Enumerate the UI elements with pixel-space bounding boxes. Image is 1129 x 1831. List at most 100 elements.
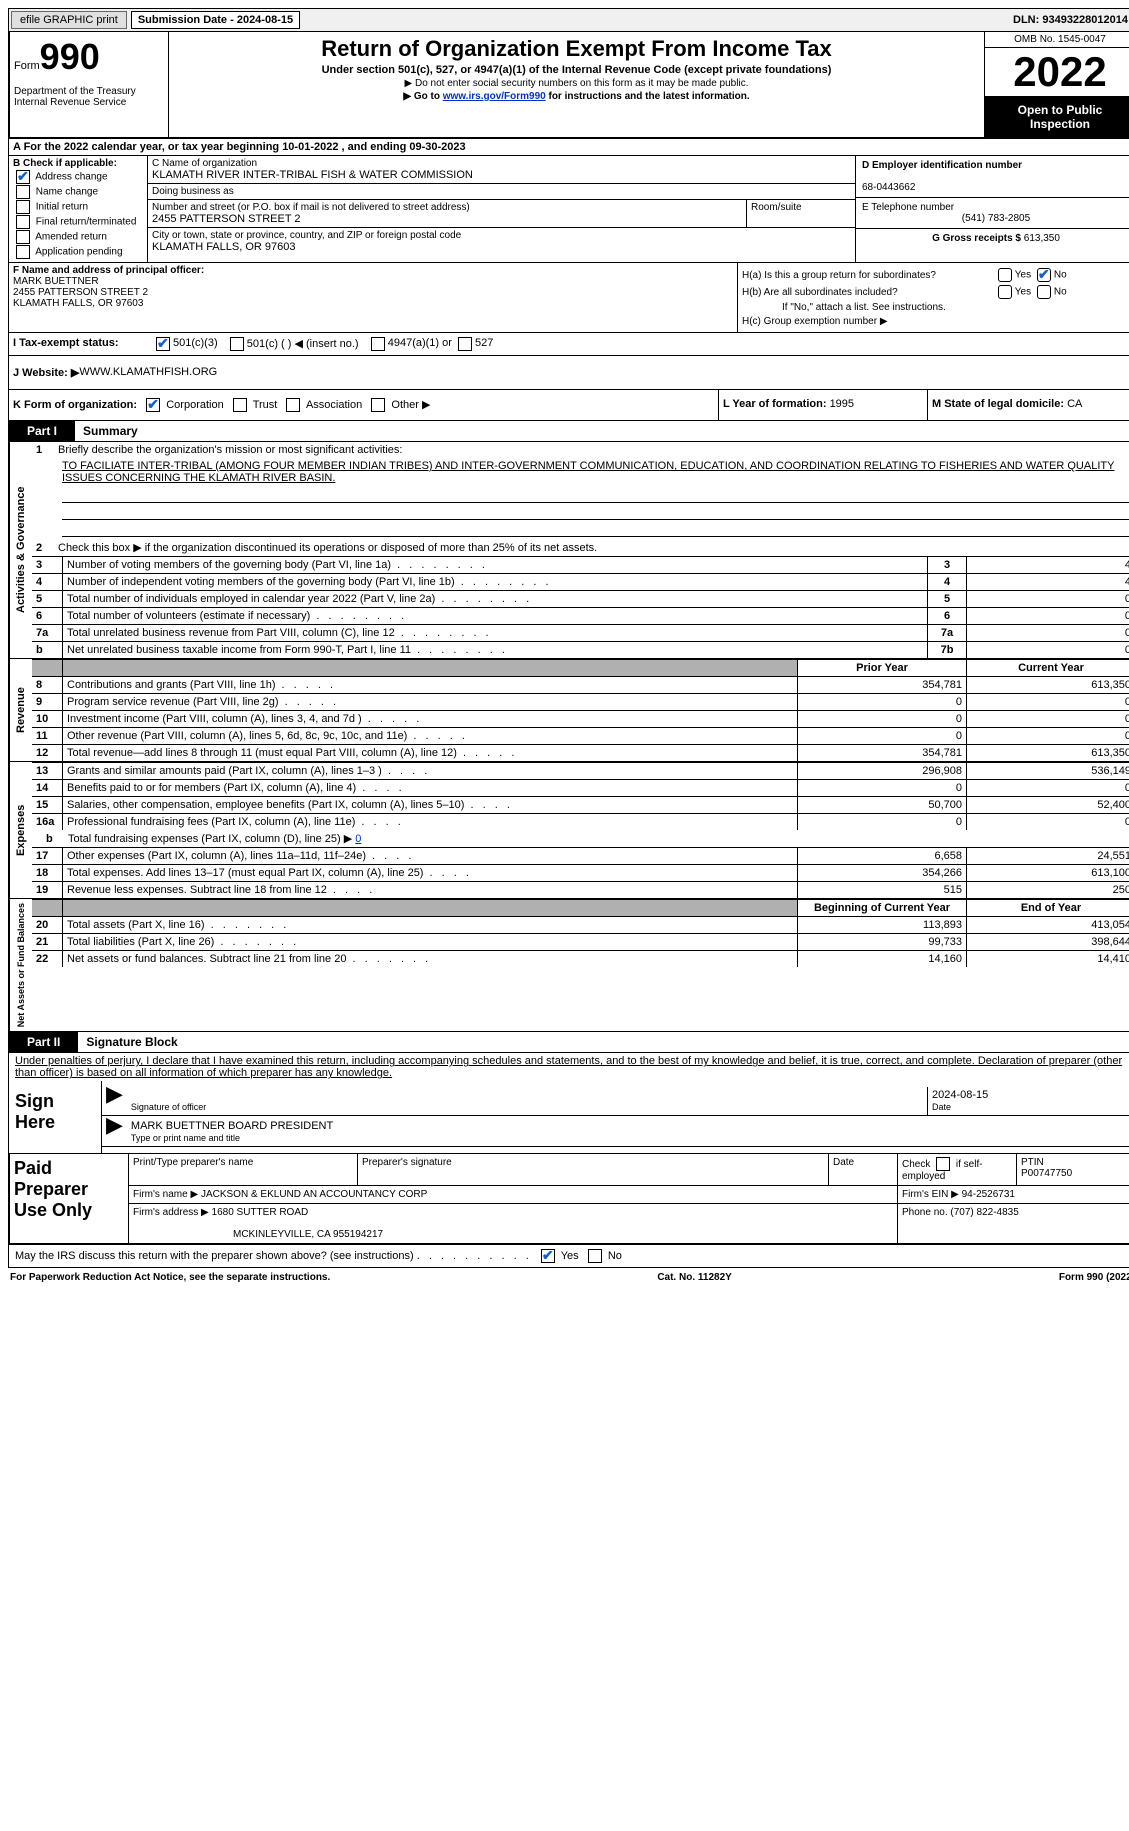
chk-501c[interactable] bbox=[230, 337, 244, 351]
irs-link[interactable]: www.irs.gov/Form990 bbox=[443, 91, 546, 102]
l-label: L Year of formation: bbox=[723, 398, 830, 410]
efile-print-button[interactable]: efile GRAPHIC print bbox=[11, 11, 127, 29]
top-bar: efile GRAPHIC print Submission Date - 20… bbox=[8, 8, 1129, 32]
prior-val: 354,781 bbox=[798, 745, 967, 762]
lbl-trust: Trust bbox=[253, 399, 278, 411]
line-num: b bbox=[32, 642, 63, 659]
blank-line bbox=[62, 505, 1129, 520]
sig-date: 2024-08-15 bbox=[932, 1089, 988, 1101]
blank-line bbox=[62, 488, 1129, 503]
chk-name-change[interactable] bbox=[16, 185, 30, 199]
vtab-exp: Expenses bbox=[9, 762, 32, 898]
curr-val: 0 bbox=[967, 780, 1129, 797]
discuss-no[interactable] bbox=[588, 1249, 602, 1263]
line-text: Benefits paid to or for members (Part IX… bbox=[63, 780, 798, 797]
discuss-yes-lbl: Yes bbox=[561, 1250, 579, 1262]
l16b-row: Total fundraising expenses (Part IX, col… bbox=[68, 832, 1129, 845]
line-text: Total number of individuals employed in … bbox=[63, 591, 928, 608]
part1-title: Summary bbox=[75, 421, 146, 441]
vtab-rev: Revenue bbox=[9, 659, 32, 761]
discuss-yes[interactable] bbox=[541, 1249, 555, 1263]
m-label: M State of legal domicile: bbox=[932, 398, 1067, 410]
curr-val: 613,100 bbox=[967, 865, 1129, 882]
summary-ag: Activities & Governance 1Briefly describ… bbox=[8, 442, 1129, 659]
chk-4947[interactable] bbox=[371, 337, 385, 351]
l1-label: Briefly describe the organization's miss… bbox=[58, 444, 1129, 456]
hb-no-lbl: No bbox=[1054, 287, 1067, 298]
tax-year: 2022 bbox=[985, 48, 1129, 97]
hb-yes[interactable] bbox=[998, 285, 1012, 299]
col-f-officer: F Name and address of principal officer:… bbox=[9, 263, 738, 332]
part1-header: Part I Summary bbox=[8, 421, 1129, 442]
paid-preparer-label: Paid Preparer Use Only bbox=[10, 1154, 129, 1244]
officer-addr2: KLAMATH FALLS, OR 97603 bbox=[13, 298, 143, 309]
line-val: 4 bbox=[967, 574, 1129, 591]
form-title: Return of Organization Exempt From Incom… bbox=[173, 36, 980, 62]
curr-val: 0 bbox=[967, 694, 1129, 711]
firm-name: JACKSON & EKLUND AN ACCOUNTANCY CORP bbox=[201, 1189, 427, 1200]
table-na: Beginning of Current Year End of Year20 … bbox=[32, 899, 1129, 967]
summary-exp: Expenses 13 Grants and similar amounts p… bbox=[8, 762, 1129, 899]
open-to-public: Open to Public Inspection bbox=[985, 97, 1129, 137]
ha-yes[interactable] bbox=[998, 268, 1012, 282]
firm-ein-label: Firm's EIN ▶ bbox=[902, 1189, 959, 1200]
summary-rev: Revenue Prior Year Current Year8 Contrib… bbox=[8, 659, 1129, 762]
line-num: 9 bbox=[32, 694, 63, 711]
prior-year-hdr: Prior Year bbox=[798, 660, 967, 677]
line-text: Other expenses (Part IX, column (A), lin… bbox=[63, 848, 798, 865]
chk-application[interactable] bbox=[16, 245, 30, 259]
hb-no[interactable] bbox=[1037, 285, 1051, 299]
beg-year-hdr: Beginning of Current Year bbox=[798, 900, 967, 917]
curr-val: 24,551 bbox=[967, 848, 1129, 865]
chk-501c3[interactable] bbox=[156, 337, 170, 351]
prep-date-label: Date bbox=[833, 1157, 854, 1168]
line-text: Net assets or fund balances. Subtract li… bbox=[63, 951, 798, 968]
org-name: KLAMATH RIVER INTER-TRIBAL FISH & WATER … bbox=[152, 169, 851, 181]
prior-val: 50,700 bbox=[798, 797, 967, 814]
line-text: Salaries, other compensation, employee b… bbox=[63, 797, 798, 814]
line-box: 5 bbox=[928, 591, 967, 608]
curr-val: 250 bbox=[967, 882, 1129, 899]
chk-initial[interactable] bbox=[16, 200, 30, 214]
chk-other[interactable] bbox=[371, 398, 385, 412]
l2-text: Check this box ▶ if the organization dis… bbox=[58, 541, 1129, 554]
signature-block: Under penalties of perjury, I declare th… bbox=[8, 1053, 1129, 1268]
line-text: Total expenses. Add lines 13–17 (must eq… bbox=[63, 865, 798, 882]
lbl-amend: Amended return bbox=[35, 232, 107, 243]
chk-527[interactable] bbox=[458, 337, 472, 351]
line-text: Grants and similar amounts paid (Part IX… bbox=[63, 763, 798, 780]
addr-label: Number and street (or P.O. box if mail i… bbox=[152, 202, 742, 213]
prior-val: 0 bbox=[798, 694, 967, 711]
f-label: F Name and address of principal officer: bbox=[13, 265, 204, 276]
header-sub3: ▶ Go to www.irs.gov/Form990 for instruct… bbox=[173, 91, 980, 102]
ha-no[interactable] bbox=[1037, 268, 1051, 282]
dept-treasury: Department of the Treasury Internal Reve… bbox=[14, 86, 164, 108]
line-text: Total assets (Part X, line 16) . . . . .… bbox=[63, 917, 798, 934]
curr-val: 0 bbox=[967, 728, 1129, 745]
part2-title: Signature Block bbox=[78, 1032, 185, 1052]
declaration: Under penalties of perjury, I declare th… bbox=[9, 1053, 1129, 1081]
chk-address-change[interactable] bbox=[16, 170, 30, 184]
chk-self-employed[interactable] bbox=[936, 1157, 950, 1171]
chk-trust[interactable] bbox=[233, 398, 247, 412]
chk-final[interactable] bbox=[16, 215, 30, 229]
row-j-website: J Website: ▶ WWW.KLAMATHFISH.ORG bbox=[8, 356, 1129, 390]
line-num: 13 bbox=[32, 763, 63, 780]
line-text: Contributions and grants (Part VIII, lin… bbox=[63, 677, 798, 694]
city-val: KLAMATH FALLS, OR 97603 bbox=[152, 241, 851, 253]
dba-label: Doing business as bbox=[152, 186, 851, 197]
line-text: Other revenue (Part VIII, column (A), li… bbox=[63, 728, 798, 745]
chk-corp[interactable] bbox=[146, 398, 160, 412]
line-text: Professional fundraising fees (Part IX, … bbox=[63, 814, 798, 831]
header-center: Return of Organization Exempt From Incom… bbox=[169, 32, 984, 137]
website-val: WWW.KLAMATHFISH.ORG bbox=[79, 366, 217, 379]
prior-val: 0 bbox=[798, 728, 967, 745]
form-word: Form bbox=[14, 60, 40, 72]
chk-amended[interactable] bbox=[16, 230, 30, 244]
firm-phone-label: Phone no. bbox=[902, 1207, 948, 1218]
chk-assoc[interactable] bbox=[286, 398, 300, 412]
curr-val: 613,350 bbox=[967, 677, 1129, 694]
ptin-val: P00747750 bbox=[1021, 1168, 1072, 1179]
i-label: I Tax-exempt status: bbox=[13, 337, 153, 351]
prior-val: 354,266 bbox=[798, 865, 967, 882]
